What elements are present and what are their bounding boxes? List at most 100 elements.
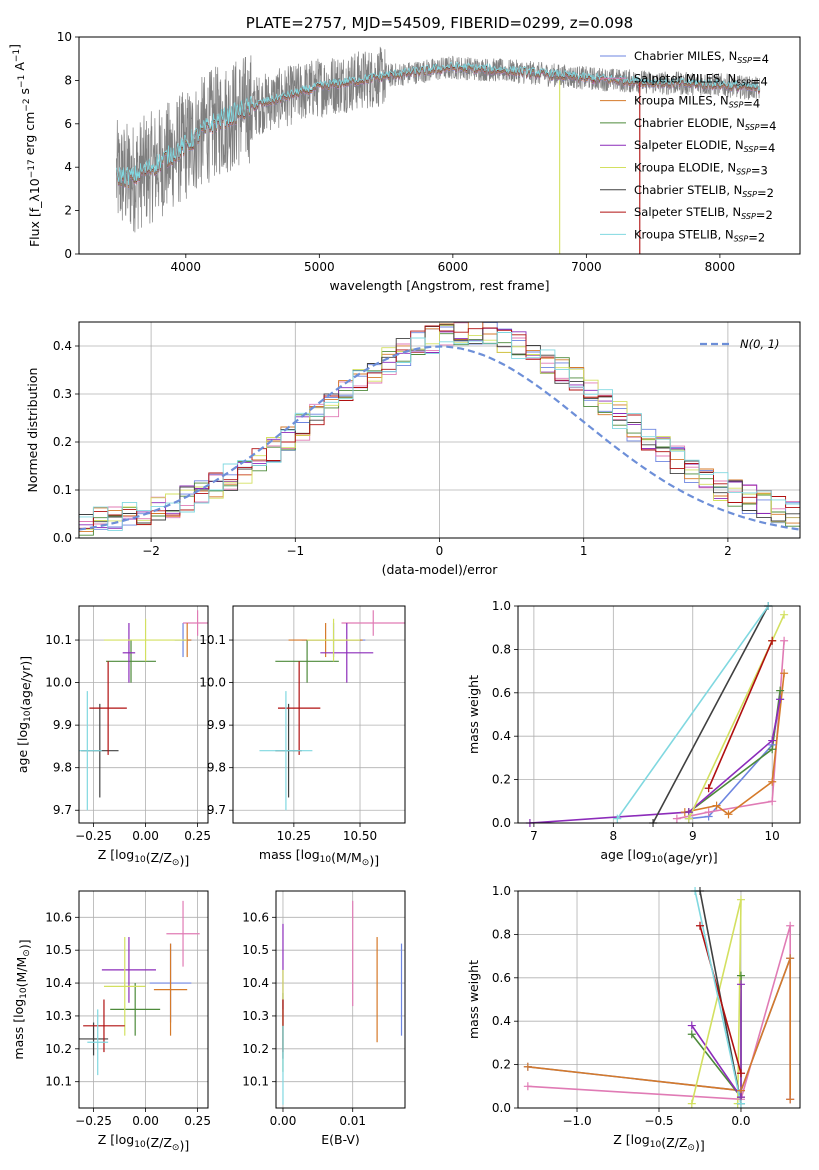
legend-entry: Chabrier ELODIE, NSSP=4	[634, 116, 776, 133]
marker-salpeter-stelib	[736, 1069, 745, 1078]
y-tick-label: 9.9	[53, 718, 72, 732]
y-axis-label: mass weight	[466, 675, 481, 754]
legend-part: , N	[729, 116, 745, 130]
plot-area-ebv-mass	[282, 900, 403, 1105]
label-part: Normed distribution	[25, 368, 40, 493]
label-part: erg cm	[22, 112, 37, 160]
marker-salpeter-stelib	[768, 636, 777, 645]
label-part: Z [	[98, 1132, 115, 1147]
label-part: 10	[650, 1140, 662, 1150]
legend-part: , N	[725, 205, 741, 219]
x-tick-label: 0.00	[270, 1114, 297, 1128]
x-axis-label: (data-model)/error	[382, 562, 499, 577]
x-tick-label: 10	[765, 829, 780, 843]
axes-spectrum: 4000 5000 6000 7000 8000 0 2 4 6 8 10 wavelength [A…	[7, 14, 801, 293]
label-part: (Z/	[146, 850, 164, 865]
marker-kroupa-miles	[712, 801, 721, 810]
y-tick-label: 2	[64, 204, 72, 218]
legend-part: Salpeter	[634, 205, 683, 219]
y-tick-label: 6	[64, 117, 72, 131]
label-part: M	[14, 957, 29, 968]
label-part: 10	[134, 855, 146, 865]
x-tick-label: 5000	[304, 260, 335, 274]
label-part: mass [	[11, 1018, 26, 1060]
x-tick-label: 9	[689, 829, 697, 843]
label-part: A	[12, 62, 27, 75]
plot-area-residuals	[79, 322, 800, 536]
legend-part: SSP	[736, 168, 751, 177]
legend-part: MILES	[686, 71, 720, 85]
normal-curve	[79, 345, 800, 531]
axes-z-weight: −1.0 −0.5 0.0 0.0 0.2 0.4 0.6 0.8 1.0 Z [log10(Z/…	[466, 884, 801, 1153]
label-part: log	[301, 847, 320, 862]
legend-entry: Salpeter ELODIE, NSSP=4	[634, 138, 775, 155]
axes-frame	[78, 605, 209, 824]
legend-entry: N(0, 1)	[740, 337, 780, 351]
legend-part: MILES	[687, 49, 721, 63]
axes-frame	[78, 890, 209, 1109]
y-tick-label: 9.8	[207, 761, 226, 775]
axes-frame	[275, 890, 406, 1109]
weight-line-kroupa-stelib	[694, 891, 742, 1104]
y-tick-label: 10.0	[199, 676, 226, 690]
label-part: 10	[23, 710, 33, 722]
legend-entry: Chabrier MILES, NSSP=4	[634, 49, 769, 66]
legend-part: SSP	[729, 101, 744, 110]
marker-salpeter-miles	[672, 814, 681, 823]
y-tick-label: 9.7	[207, 803, 226, 817]
y-tick-label: 10.1	[242, 1075, 269, 1089]
legend-part: , N	[728, 138, 744, 152]
y-tick-label: 10.6	[242, 910, 269, 924]
label-part: )]	[369, 853, 379, 868]
y-tick-label: 10.1	[45, 1075, 72, 1089]
marker-kroupa-miles	[786, 1095, 795, 1104]
label-part: )]	[179, 853, 189, 868]
y-tick-label: 0.2	[492, 773, 511, 787]
label-part: wavelength [Angstrom, rest frame]	[329, 278, 549, 293]
label-part: ⊙	[22, 949, 32, 957]
weight-line-salpeter-stelib	[699, 925, 742, 1074]
legend-part: ELODIE	[678, 161, 720, 175]
label-part: 10	[652, 855, 664, 865]
plot-area-age-weight	[529, 606, 785, 823]
label-part: M	[351, 850, 362, 865]
y-tick-label: 10.5	[242, 943, 269, 957]
marker-salpeter-elodie	[736, 980, 745, 989]
x-tick-label: 0.00	[132, 829, 159, 843]
y-tick-label: 10.5	[45, 943, 72, 957]
weight-line-salpeter-elodie	[529, 699, 781, 823]
label-part: ⊙	[172, 858, 180, 868]
legend-part: =	[756, 208, 766, 222]
legend-part: STELIB	[678, 227, 717, 241]
y-axis-label: Flux [f_λ10−17 erg cm−2 s−1 A−1]	[7, 44, 42, 247]
label-part: (age/yr)]	[663, 850, 718, 865]
legend-part: Chabrier	[634, 49, 684, 63]
label-part: E(B-V)	[321, 1132, 360, 1147]
axes-mass-age: 10.25 10.50 9.7 9.8 9.9 10.0 10.1 mass [log10(M…	[199, 605, 406, 868]
label-part: ⊙	[687, 1143, 695, 1153]
legend-part: 2	[765, 208, 772, 222]
x-tick-label: 4000	[171, 260, 202, 274]
legend-part: ELODIE	[686, 138, 728, 152]
label-part: (Z/	[661, 1135, 679, 1150]
y-tick-label: 1.0	[492, 884, 511, 898]
marker-kroupa-stelib	[613, 814, 622, 823]
legend-part: ELODIE	[687, 116, 729, 130]
marker-kroupa-stelib	[736, 1099, 745, 1108]
label-part: Z	[163, 1135, 172, 1150]
legend-part: 3	[760, 164, 767, 178]
label-part: (M/	[14, 967, 29, 988]
legend-part: , N	[721, 49, 737, 63]
axes-frame	[232, 605, 406, 824]
y-tick-label: 9.9	[207, 718, 226, 732]
label-part: log	[631, 1132, 650, 1147]
y-tick-label: 8	[64, 73, 72, 87]
label-part: ]	[7, 44, 22, 49]
label-part: mass weight	[466, 675, 481, 754]
x-tick-label: 8000	[705, 260, 736, 274]
x-tick-label: 0.00	[132, 1114, 159, 1128]
x-axis-label: wavelength [Angstrom, rest frame]	[329, 278, 549, 293]
legend-part: , N	[718, 227, 734, 241]
x-axis-label: Z [log10(Z/Z⊙)]	[98, 847, 189, 868]
x-axis-label: mass [log10(M/M⊙)]	[259, 847, 379, 868]
